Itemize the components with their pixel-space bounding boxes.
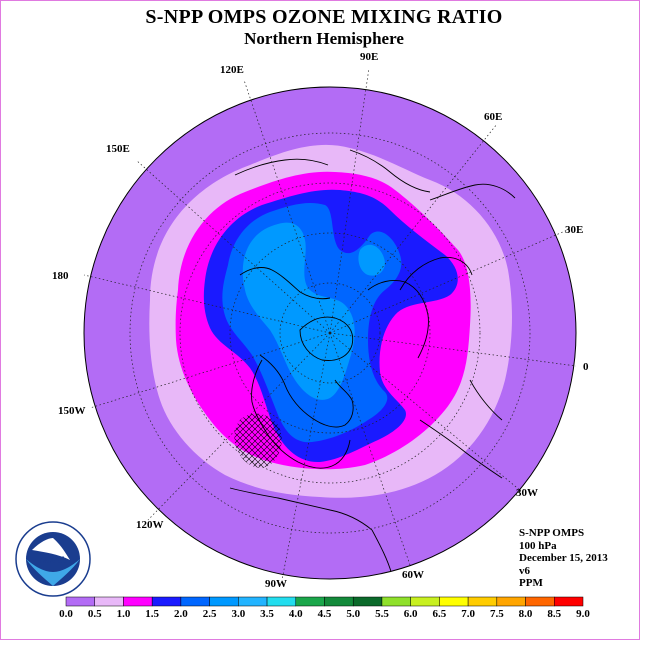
lon-label-120e: 120E — [220, 64, 244, 76]
info-instrument: S-NPP OMPS — [519, 527, 585, 539]
colorbar-tick-label: 2.5 — [203, 608, 217, 620]
colorbar-tick-label: 4.0 — [289, 608, 303, 620]
map-subtitle: Northern Hemisphere — [244, 29, 404, 48]
contour-2.5-3.0 — [242, 222, 355, 400]
colorbar-tick-label: 7.0 — [461, 608, 475, 620]
lon-label-30e: 30E — [565, 224, 583, 236]
colorbar-swatch — [352, 596, 383, 607]
lon-label-120w: 120W — [136, 519, 164, 531]
colorbar-tick-label: 3.0 — [231, 608, 245, 620]
info-level: 100 hPa — [519, 539, 557, 552]
info-block: S-NPP OMPS 100 hPa December 15, 2013 v6 … — [519, 527, 608, 590]
colorbar-swatch — [324, 596, 354, 607]
colorbar-tick-label: 2.0 — [174, 608, 188, 620]
colorbar-swatch — [295, 596, 325, 607]
graticule — [83, 67, 577, 581]
colorbar: 0.0 0.5 1.0 1.5 2.0 2.5 3.0 3.5 4.0 4.5 5.0 5.5 6.0 6… — [59, 596, 590, 620]
lon-label-30w: 30W — [516, 487, 538, 499]
colorbar-swatch — [209, 596, 239, 607]
colorbar-tick-label: 0.0 — [59, 608, 73, 620]
lon-label-90e: 90E — [360, 51, 378, 63]
colorbar-tick-label: 5.5 — [375, 608, 389, 620]
colorbar-tick-label: 4.5 — [318, 608, 332, 620]
ozone-field — [84, 87, 576, 579]
colorbar-tick-label: 6.0 — [404, 608, 418, 620]
colorbar-swatch — [238, 596, 268, 607]
colorbar-swatch — [94, 596, 124, 607]
lon-label-0: 0 — [583, 361, 589, 373]
colorbar-swatch — [525, 596, 555, 607]
lon-label-180: 180 — [52, 270, 69, 282]
colorbar-swatch — [266, 596, 297, 607]
colorbar-tick-label: 7.5 — [490, 608, 504, 620]
contour-2.5-3.0b — [358, 244, 385, 276]
colorbar-tick-label: 1.0 — [117, 608, 131, 620]
colorbar-swatch — [65, 596, 95, 607]
info-version: v6 — [519, 564, 530, 577]
lon-label-90w: 90W — [265, 578, 287, 590]
info-date: December 15, 2013 — [519, 552, 608, 564]
colorbar-tick-label: 3.5 — [260, 608, 274, 620]
figure-frame — [0, 0, 640, 640]
noaa-logo: NOAA — [14, 520, 92, 598]
colorbar-tick-label: 0.5 — [88, 608, 102, 620]
colorbar-swatch — [381, 596, 411, 607]
colorbar-swatch — [180, 596, 210, 607]
colorbar-tick-label: 5.0 — [346, 608, 360, 620]
colorbar-tick-label: 8.5 — [547, 608, 561, 620]
colorbar-swatch — [496, 596, 526, 607]
mexico-hatch — [234, 413, 282, 468]
lon-label-60w: 60W — [402, 569, 424, 581]
colorbar-swatch — [410, 596, 440, 607]
colorbar-tick-label: 9.0 — [576, 608, 590, 620]
map-boundary — [83, 86, 577, 580]
colorbar-tick-label: 8.0 — [519, 608, 533, 620]
colorbar-swatch — [467, 596, 498, 607]
colorbar-swatch — [151, 596, 182, 607]
colorbar-swatch — [123, 596, 153, 607]
colorbar-tick-label: 6.5 — [433, 608, 447, 620]
info-units: PPM — [519, 577, 543, 589]
longitude-labels: 90E 60E 30E 0 30W 60W 90W 120W 150W 180 … — [52, 51, 589, 590]
colorbar-swatch — [554, 596, 584, 607]
lon-label-150w: 150W — [58, 405, 86, 417]
colorbar-swatch — [439, 596, 469, 607]
lon-label-60e: 60E — [484, 111, 502, 123]
coastlines — [229, 149, 516, 576]
colorbar-tick-label: 1.5 — [145, 608, 159, 620]
map-title: S-NPP OMPS OZONE MIXING RATIO — [145, 6, 503, 28]
lon-label-150e: 150E — [106, 143, 130, 155]
noaa-logo-text: NOAA — [40, 555, 67, 565]
